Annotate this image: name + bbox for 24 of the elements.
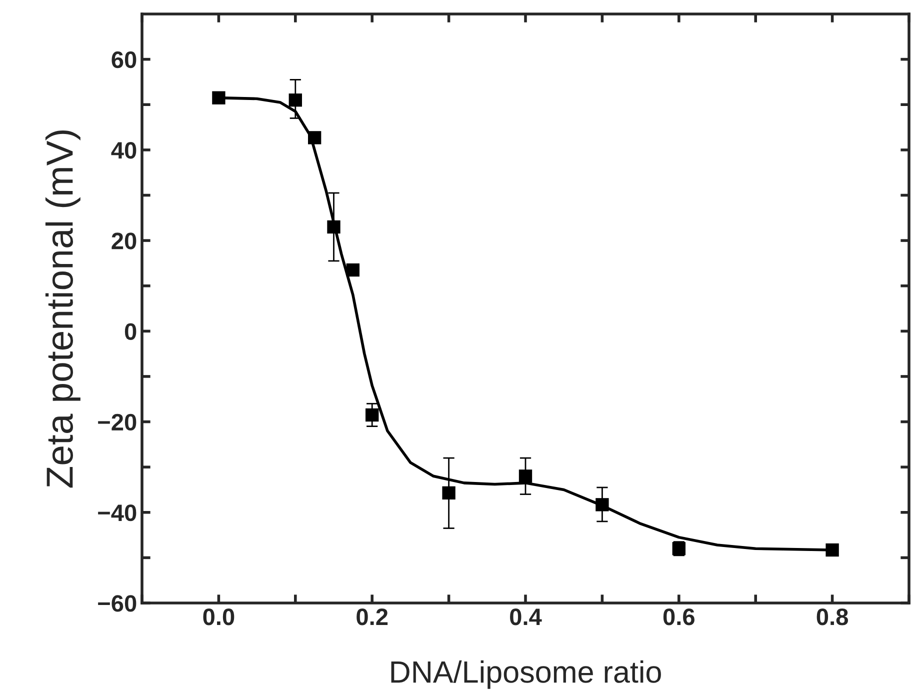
point [366, 408, 379, 422]
point [327, 220, 340, 234]
point [346, 263, 360, 277]
y-tick-label: 0 [124, 323, 136, 340]
point [596, 498, 609, 512]
y-tick-label: −20 [98, 414, 136, 431]
y-axis-title: Zeta potentional (mV) [45, 130, 80, 488]
x-tick-label: 0.2 [356, 608, 388, 626]
y-tick-label: 40 [111, 142, 136, 159]
x-tick-label: 0.4 [510, 608, 542, 626]
point [308, 131, 322, 144]
point [212, 91, 226, 104]
y-tick-label: −60 [98, 595, 136, 612]
x-axis-title: DNA/Liposome ratio [391, 660, 661, 689]
y-tick-label: 20 [112, 232, 136, 250]
point [518, 470, 532, 483]
point [826, 543, 839, 557]
x-tick-label: 0.6 [663, 608, 694, 626]
point [442, 486, 456, 500]
x-tick-label: 0.0 [203, 608, 234, 626]
x-tick-label: 0.8 [816, 608, 848, 626]
point [288, 93, 302, 107]
y-tick-label: −40 [98, 504, 136, 522]
y-tick-label: 60 [112, 51, 136, 68]
